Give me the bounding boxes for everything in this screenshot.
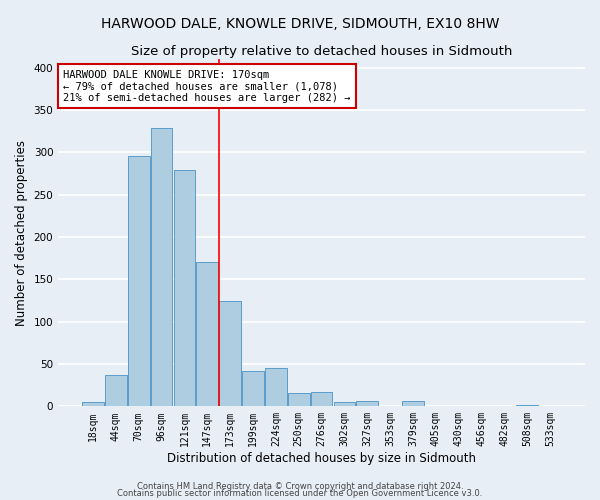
Bar (402, 402, 424, 406)
Y-axis label: Number of detached properties: Number of detached properties (15, 140, 28, 326)
Bar (517, 404, 538, 406)
Bar (356, 402, 378, 406)
Text: HARWOOD DALE KNOWLE DRIVE: 170sqm
← 79% of detached houses are smaller (1,078)
2: HARWOOD DALE KNOWLE DRIVE: 170sqm ← 79% … (64, 70, 351, 103)
Bar (82, 402, 104, 406)
Bar (105, 375, 127, 406)
X-axis label: Distribution of detached houses by size in Sidmouth: Distribution of detached houses by size … (167, 452, 476, 465)
Text: Contains HM Land Registry data © Crown copyright and database right 2024.: Contains HM Land Registry data © Crown c… (137, 482, 463, 491)
Bar (265, 368, 287, 406)
Title: Size of property relative to detached houses in Sidmouth: Size of property relative to detached ho… (131, 45, 512, 58)
Bar (173, 170, 195, 406)
Text: Contains public sector information licensed under the Open Government Licence v3: Contains public sector information licen… (118, 490, 482, 498)
Bar (334, 402, 355, 406)
Text: HARWOOD DALE, KNOWLE DRIVE, SIDMOUTH, EX10 8HW: HARWOOD DALE, KNOWLE DRIVE, SIDMOUTH, EX… (101, 18, 499, 32)
Bar (128, 156, 149, 406)
Bar (288, 393, 310, 406)
Bar (151, 128, 172, 406)
Bar (242, 371, 264, 406)
Bar (311, 392, 332, 406)
Bar (196, 262, 218, 406)
Bar (219, 302, 241, 406)
